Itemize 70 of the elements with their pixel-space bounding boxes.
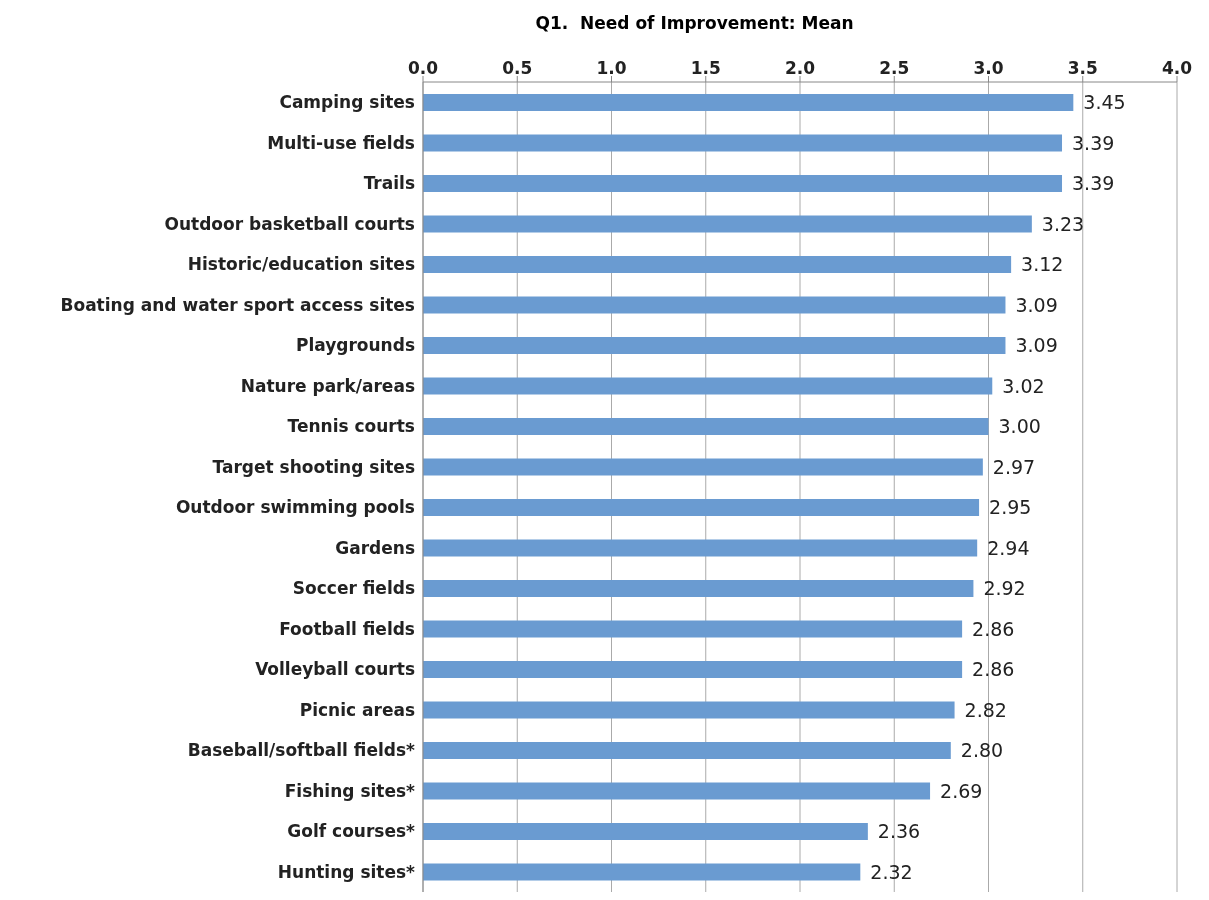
bar xyxy=(423,296,1006,314)
bar xyxy=(423,782,931,800)
y-tick-label: Nature park/areas xyxy=(240,375,415,396)
data-label: 3.02 xyxy=(1002,374,1045,397)
y-tick-label: Hunting sites* xyxy=(277,861,416,882)
x-tick-label: 2.5 xyxy=(879,58,910,78)
y-tick-label: Picnic areas xyxy=(299,699,415,720)
bar xyxy=(423,742,951,759)
x-tick-label: 4.0 xyxy=(1161,58,1193,78)
y-tick-label: Trails xyxy=(363,173,415,194)
bar xyxy=(423,701,955,719)
bar xyxy=(423,661,963,678)
y-tick-label: Golf courses* xyxy=(287,821,416,842)
data-label: 2.80 xyxy=(960,739,1004,762)
data-label: 3.39 xyxy=(1072,172,1115,195)
data-label: 3.45 xyxy=(1083,91,1126,114)
bar xyxy=(423,215,1032,233)
y-tick-label: Gardens xyxy=(335,537,415,558)
x-tick-label: 1.0 xyxy=(596,58,627,78)
y-tick-label: Outdoor swimming pools xyxy=(175,497,415,518)
bar xyxy=(423,620,963,638)
data-label: 3.12 xyxy=(1021,253,1064,276)
bar xyxy=(423,863,861,881)
data-label: 2.92 xyxy=(983,577,1026,600)
y-tick-label: Volleyball courts xyxy=(255,659,415,680)
bar xyxy=(423,337,1006,354)
chart-title: Q1. Need of Improvement: Mean xyxy=(534,12,855,35)
y-tick-label: Multi-use fields xyxy=(267,132,415,153)
x-tick-label: 3.5 xyxy=(1067,58,1098,78)
data-label: 2.86 xyxy=(972,617,1015,640)
x-tick-label: 0.5 xyxy=(502,58,533,78)
bar xyxy=(423,580,974,597)
bar xyxy=(423,377,993,395)
data-label: 2.69 xyxy=(940,779,983,802)
data-label: 2.36 xyxy=(877,820,921,843)
y-tick-label: Playgrounds xyxy=(295,335,415,356)
data-label: 2.82 xyxy=(964,698,1007,721)
y-tick-label: Camping sites xyxy=(279,92,415,113)
data-label: 3.00 xyxy=(998,415,1041,438)
y-tick-label: Football fields xyxy=(279,618,415,639)
data-label: 3.09 xyxy=(1015,334,1058,357)
bar xyxy=(423,256,1012,273)
y-tick-label: Soccer fields xyxy=(292,578,415,599)
x-tick-label: 1.5 xyxy=(690,58,721,78)
y-tick-label: Boating and water sport access sites xyxy=(60,294,415,315)
bar xyxy=(423,539,978,557)
y-tick-label: Target shooting sites xyxy=(212,456,415,477)
bar xyxy=(423,175,1063,192)
y-tick-label: Fishing sites* xyxy=(284,780,416,801)
data-label: 3.23 xyxy=(1041,212,1085,235)
y-tick-label: Tennis courts xyxy=(287,416,415,437)
data-label: 2.86 xyxy=(972,658,1015,681)
data-label: 2.97 xyxy=(992,455,1036,478)
bar xyxy=(423,418,989,435)
bar xyxy=(423,499,980,516)
data-label: 2.94 xyxy=(987,536,1030,559)
bar xyxy=(423,94,1074,111)
data-label: 3.09 xyxy=(1015,293,1058,316)
bar xyxy=(423,823,868,840)
bar xyxy=(423,134,1063,152)
x-tick-label: 3.0 xyxy=(973,58,1004,78)
data-label: 2.95 xyxy=(989,496,1032,519)
bar xyxy=(423,458,983,476)
data-label: 2.32 xyxy=(870,860,913,883)
x-tick-label: 0.0 xyxy=(407,58,439,78)
y-tick-label: Baseball/softball fields* xyxy=(187,740,416,761)
data-label: 3.39 xyxy=(1072,131,1115,154)
y-tick-label: Outdoor basketball courts xyxy=(164,213,415,234)
x-tick-label: 2.0 xyxy=(784,58,816,78)
y-tick-label: Historic/education sites xyxy=(187,254,415,275)
